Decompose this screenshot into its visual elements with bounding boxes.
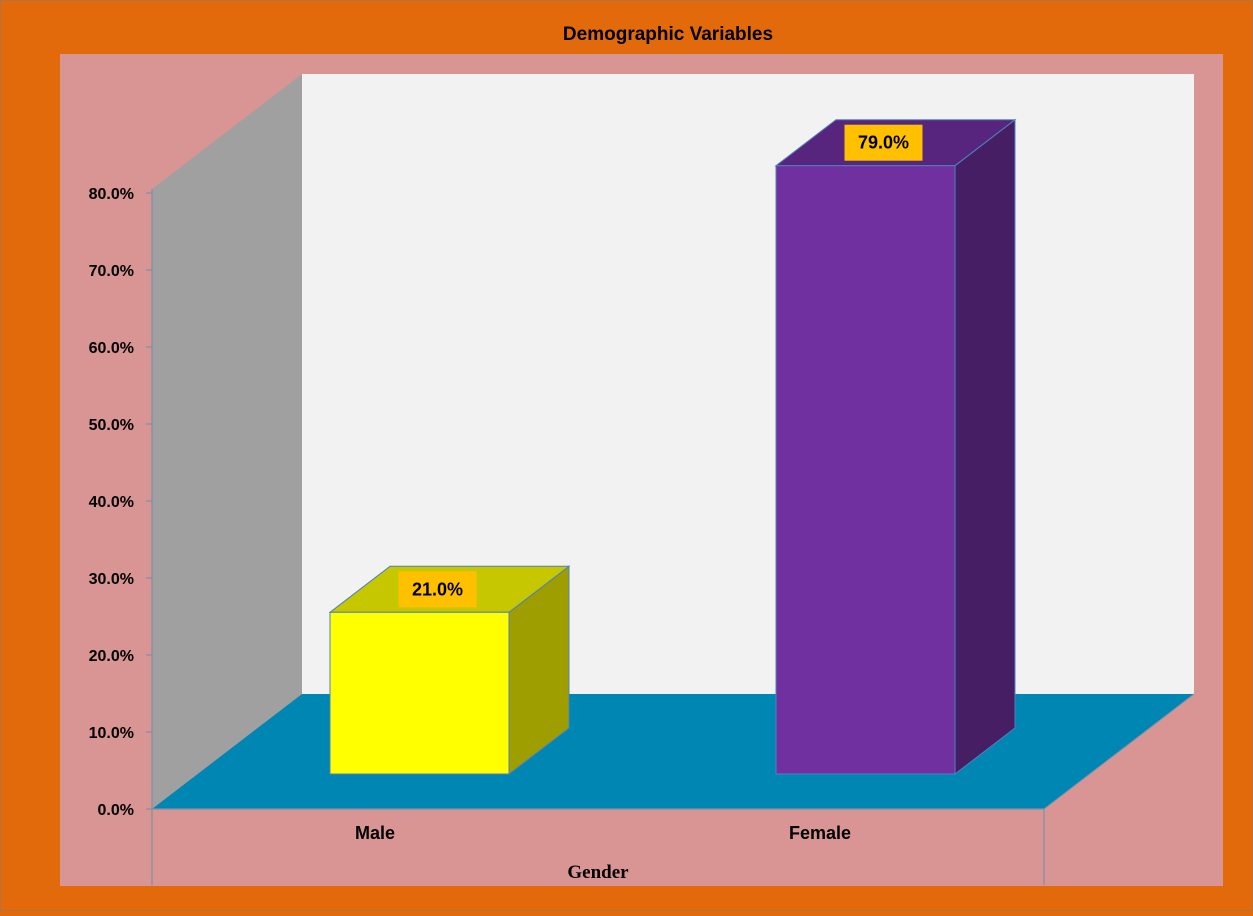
y-tick-label: 40.0%: [89, 494, 134, 511]
y-tick-label: 30.0%: [89, 571, 134, 588]
x-axis-title: Gender: [567, 862, 629, 883]
floor: [152, 694, 1194, 809]
y-tick-label: 60.0%: [89, 340, 134, 357]
data-label-bg-female: [844, 124, 923, 161]
data-label-male: 21.0%: [412, 579, 463, 599]
y-tick-label: 50.0%: [89, 417, 134, 434]
bar-female: 79.0%: [774, 118, 1017, 776]
y-axis: 0.0% 10.0% 20.0% 30.0% 40.0% 50.0% 60.0% 70.0% 8…: [89, 186, 152, 819]
x-axis: Male Female: [355, 823, 851, 843]
bar-side-female: [954, 118, 1016, 776]
y-tick-label: 70.0%: [89, 263, 134, 280]
y-tick-label: 10.0%: [89, 725, 134, 742]
data-label-female: 79.0%: [858, 133, 909, 153]
floor-right-edge: [1043, 693, 1195, 810]
x-tick-label: Male: [355, 823, 395, 843]
chart-title: Demographic Variables: [563, 24, 773, 45]
x-tick-label: Female: [789, 823, 851, 843]
side-wall: [152, 74, 302, 809]
bars: 21.0% 79.0%: [328, 118, 1017, 776]
data-label-bg-male: [398, 571, 477, 608]
bar-male: 21.0%: [328, 565, 571, 776]
bar-front-male: [329, 611, 510, 775]
y-tick-label: 0.0%: [98, 802, 134, 819]
y-tick-label: 20.0%: [89, 648, 134, 665]
bar-front-female: [775, 165, 956, 775]
y-tick-label: 80.0%: [89, 186, 134, 203]
